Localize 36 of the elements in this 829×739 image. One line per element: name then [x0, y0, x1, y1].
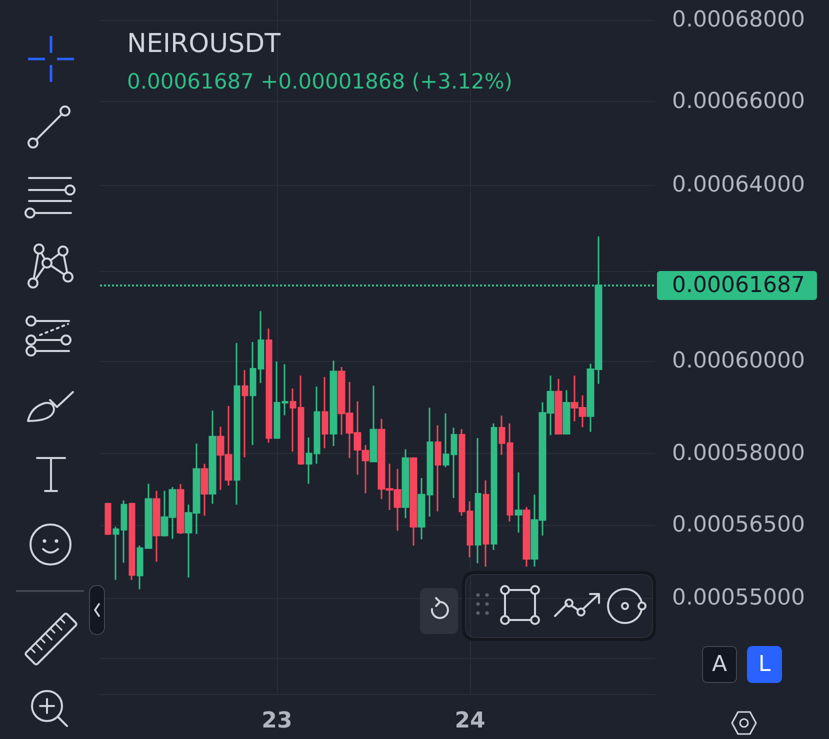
candlestick [490, 422, 498, 551]
candlestick [562, 390, 570, 436]
candlestick [200, 463, 208, 516]
toggle-button: A [702, 646, 737, 683]
x-tick-label: 24 [454, 708, 486, 734]
text: NEIROUSDT [127, 29, 281, 59]
candlestick [104, 502, 112, 536]
candlestick [208, 410, 216, 504]
candlestick [234, 342, 240, 506]
candlestick [322, 376, 328, 450]
toggle-button: L [747, 646, 782, 683]
y-tick-label: 0.00058000 [672, 440, 805, 466]
y-tick-label: 0.00060000 [672, 348, 805, 374]
candlestick [152, 490, 160, 563]
candlestick [522, 506, 530, 568]
y-tick-label: 0.00066000 [672, 88, 805, 114]
candlestick [176, 483, 184, 535]
candlestick [482, 480, 490, 568]
candlestick [554, 378, 562, 436]
x-tick-label: 23 [262, 708, 292, 734]
y-tick-label: 0.00064000 [672, 172, 805, 198]
candlestick [242, 369, 248, 458]
y-tick-label: 0.00068000 [672, 7, 805, 32]
text: 0.00061687 +0.00001868 (+3.12%) [127, 70, 512, 94]
candlestick [330, 360, 338, 447]
candlestick [266, 328, 272, 444]
candlestick [128, 502, 136, 581]
candlestick [474, 437, 482, 564]
y-tick-label: 0.00056500 [672, 512, 805, 538]
ref-line-label: 0.00061687 [672, 272, 805, 298]
candlestick [402, 448, 410, 519]
candlestick [514, 472, 522, 534]
candlestick [410, 456, 418, 546]
candlestick [370, 384, 378, 463]
y-tick-label: 0.00055000 [672, 586, 805, 611]
candlestick [434, 424, 442, 512]
